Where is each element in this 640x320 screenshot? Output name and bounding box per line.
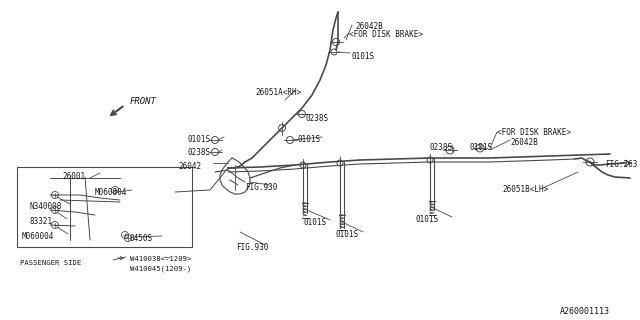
Text: <FOR DISK BRAKE>: <FOR DISK BRAKE>: [497, 128, 571, 137]
Text: FIG.263: FIG.263: [605, 160, 637, 169]
Text: 0238S: 0238S: [430, 143, 453, 152]
Text: 26042B: 26042B: [355, 22, 383, 31]
Text: PASSENGER SIDE: PASSENGER SIDE: [20, 260, 81, 266]
Text: FIG.930: FIG.930: [236, 243, 268, 252]
Text: 0450S: 0450S: [130, 234, 153, 243]
Text: 26042B: 26042B: [510, 138, 538, 147]
Text: W410045(1209-): W410045(1209-): [130, 265, 191, 271]
Text: FIG.930: FIG.930: [245, 183, 277, 192]
Text: <FOR DISK BRAKE>: <FOR DISK BRAKE>: [349, 30, 423, 39]
Text: 0101S: 0101S: [187, 135, 210, 144]
Text: 83321: 83321: [30, 217, 53, 226]
Text: 0238S: 0238S: [187, 148, 210, 157]
Text: 0101S: 0101S: [335, 230, 358, 239]
Text: 0238S: 0238S: [305, 114, 328, 123]
Text: N340008: N340008: [30, 202, 62, 211]
Text: 26051A<RH>: 26051A<RH>: [255, 88, 301, 97]
Text: A260001113: A260001113: [560, 307, 610, 316]
Text: M060004: M060004: [95, 188, 127, 197]
Text: 0101S: 0101S: [298, 135, 321, 144]
Text: 26001: 26001: [62, 172, 85, 181]
Text: 0101S: 0101S: [352, 52, 375, 61]
Text: W410038<-1209>: W410038<-1209>: [130, 256, 191, 262]
Text: 26042: 26042: [178, 162, 201, 171]
Text: 26051B<LH>: 26051B<LH>: [502, 185, 548, 194]
Text: M060004: M060004: [22, 232, 54, 241]
Text: 0101S: 0101S: [303, 218, 326, 227]
Bar: [17, 167, 192, 247]
Text: FRONT: FRONT: [130, 97, 157, 106]
Text: 0101S: 0101S: [416, 215, 439, 224]
Text: 0101S: 0101S: [470, 143, 493, 152]
